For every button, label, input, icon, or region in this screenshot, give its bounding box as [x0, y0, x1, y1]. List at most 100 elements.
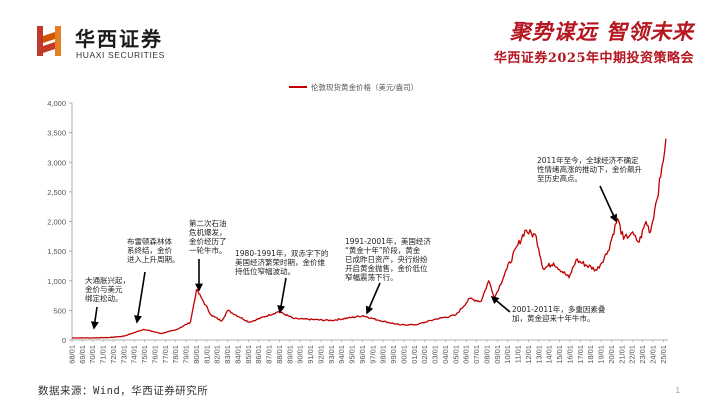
x-tick-label: 15/01 — [555, 345, 564, 364]
x-tick-label: 92/01 — [316, 345, 325, 364]
annotation-arrow — [277, 277, 287, 314]
x-tick-label: 71/01 — [99, 345, 108, 364]
x-tick-label: 94/01 — [337, 345, 346, 364]
annotation-arrow — [365, 282, 381, 315]
x-tick-label: 81/01 — [202, 345, 211, 364]
x-tick-label: 24/01 — [648, 345, 657, 364]
y-tick-label: 3,500 — [47, 129, 66, 138]
x-tick-label: 73/01 — [119, 345, 128, 364]
y-tick-label: 2,000 — [47, 218, 66, 227]
x-tick-label: 11/01 — [514, 345, 523, 363]
x-tick-label: 19/01 — [597, 345, 606, 364]
x-axis: 68/01 69/01 70/01 71/01 72/01 73/01 74/01 75/01… — [68, 339, 668, 364]
x-tick-label: 09/01 — [493, 345, 502, 364]
annotation-line: 危机爆发， — [189, 227, 227, 237]
annotation-arrow — [599, 185, 617, 223]
annotation-line: 至历史高点。 — [537, 173, 582, 183]
annotation-line: 金价经历了 — [189, 236, 227, 246]
x-tick-label: 23/01 — [638, 345, 647, 364]
x-tick-label: 80/01 — [192, 345, 201, 364]
x-tick-label: 76/01 — [150, 345, 159, 364]
annotation-line: 进入上升周期。 — [127, 255, 180, 264]
x-tick-label: 69/01 — [78, 345, 87, 364]
x-tick-label: 05/01 — [451, 345, 460, 364]
x-tick-label: 02/01 — [420, 345, 429, 364]
annotation-line: 金价与美元 — [85, 284, 123, 294]
x-tick-label: 07/01 — [472, 345, 481, 364]
y-tick-label: 3,000 — [47, 158, 66, 167]
legend-label: 伦敦现货黄金价格（美元/盎司） — [311, 82, 418, 92]
x-tick-label: 12/01 — [524, 345, 533, 364]
x-tick-label: 84/01 — [233, 345, 242, 364]
annotation: 1991-2001年，美国经济“黄金十年”阶段，黄金已成昨日资产，央行纷纷开启黄… — [345, 236, 431, 315]
series-line — [72, 138, 667, 339]
page-number: 1 — [675, 386, 680, 395]
x-tick-label: 98/01 — [379, 345, 388, 364]
x-tick-label: 90/01 — [296, 345, 305, 364]
y-tick-label: 500 — [53, 306, 66, 315]
x-tick-label: 20/01 — [607, 345, 616, 364]
chart-legend: 伦敦现货黄金价格（美元/盎司） — [289, 82, 418, 92]
y-tick-label: 1,500 — [47, 247, 66, 256]
x-tick-label: 89/01 — [285, 345, 294, 364]
annotation-line: “黄金十年”阶段，黄金 — [345, 245, 421, 255]
x-tick-label: 14/01 — [545, 345, 554, 364]
x-tick-label: 96/01 — [358, 345, 367, 364]
x-tick-label: 72/01 — [109, 345, 118, 364]
x-tick-label: 87/01 — [265, 345, 274, 364]
annotation-line: 大通胀兴起， — [85, 275, 130, 285]
x-tick-label: 83/01 — [223, 345, 232, 364]
x-tick-label: 00/01 — [399, 345, 408, 364]
data-source-note: 数据来源：Wind，华西证券研究所 — [38, 385, 209, 397]
annotation-arrow — [90, 306, 99, 330]
x-tick-label: 93/01 — [327, 345, 336, 364]
x-tick-label: 03/01 — [431, 345, 440, 364]
x-tick-label: 16/01 — [565, 345, 574, 364]
annotation-line: 第二次石油 — [189, 218, 227, 228]
x-tick-label: 78/01 — [171, 345, 180, 364]
brand-name-en: HUAXI SECURITIES — [76, 50, 165, 60]
annotation-line: 窄幅震荡下行。 — [345, 272, 398, 282]
x-tick-label: 88/01 — [275, 345, 284, 364]
x-tick-label: 70/01 — [88, 345, 97, 364]
y-tick-label: 4,000 — [47, 99, 66, 108]
annotation-arrow — [490, 295, 511, 313]
x-tick-label: 95/01 — [348, 345, 357, 364]
x-tick-label: 82/01 — [213, 345, 222, 364]
annotation-line: 已成昨日资产，央行纷纷 — [345, 254, 428, 264]
x-tick-label: 77/01 — [161, 345, 170, 364]
y-axis: 0 500 1,000 1,500 2,000 2,500 3,000 3,500 4,000 — [47, 99, 73, 345]
x-tick-label: 18/01 — [586, 345, 595, 364]
x-tick-label: 86/01 — [254, 345, 263, 364]
y-tick-label: 2,500 — [47, 188, 66, 197]
x-tick-label: 13/01 — [534, 345, 543, 364]
annotation-line: 性情绪高涨的推动下，金价飙升 — [537, 164, 642, 174]
x-tick-label: 17/01 — [576, 345, 585, 364]
y-tick-label: 1,000 — [47, 277, 66, 286]
brand-name-cn: 华西证券 — [75, 27, 163, 51]
x-tick-label: 85/01 — [244, 345, 253, 364]
annotation-line: 加，黄金迎来十年牛市。 — [512, 313, 595, 323]
annotation-line: 开启黄金抛售，金价低位 — [345, 263, 428, 273]
x-tick-label: 75/01 — [140, 345, 149, 364]
slogan: 聚势谋远 智领未来 — [509, 20, 694, 44]
x-tick-label: 22/01 — [628, 345, 637, 364]
annotation-arrow — [134, 271, 146, 324]
annotation-line: 2001-2011年，多重因素叠 — [512, 304, 606, 314]
conference-subtitle: 华西证券2025年中期投资策略会 — [493, 51, 694, 66]
annotation-line: 布雷顿森林体 — [127, 236, 172, 246]
annotation-line: 绑定松动。 — [85, 293, 123, 303]
annotation-line: 2011年至今，全球经济不确定 — [537, 155, 639, 165]
x-tick-label: 01/01 — [410, 345, 419, 364]
x-tick-label: 68/01 — [68, 345, 77, 364]
x-tick-label: 25/01 — [659, 345, 668, 364]
x-tick-label: 21/01 — [617, 345, 626, 364]
annotation-line: 美国经济繁荣时期，金价维 — [235, 257, 325, 267]
